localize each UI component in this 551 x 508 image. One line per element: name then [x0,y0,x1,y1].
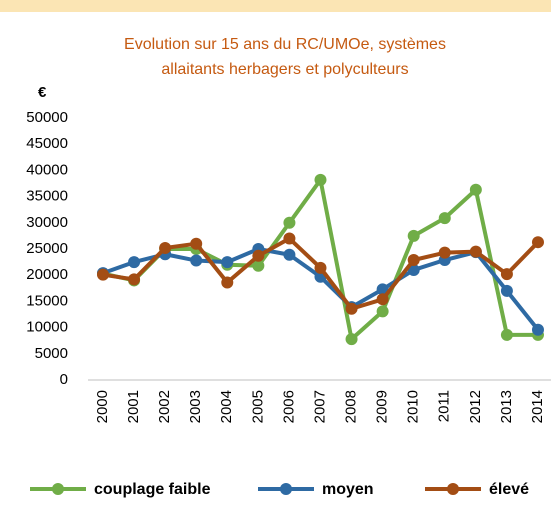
x-tick-label: 2008 [343,390,360,423]
x-tick-label: 2001 [125,390,142,423]
x-tick-label: 2007 [311,390,328,423]
point [500,328,513,341]
x-tick-label: 2009 [374,390,391,423]
x-tick-label: 2003 [187,390,204,423]
y-tick-label: 0 [60,371,68,388]
x-tick-label: 2014 [529,390,546,423]
y-tick-label: 15000 [26,292,68,309]
y-tick-label: 10000 [26,319,68,336]
y-tick-label: 20000 [26,266,68,283]
point [190,254,203,267]
x-tick-label: 2013 [498,390,515,423]
x-tick-label: 2011 [436,390,453,422]
point [438,246,451,259]
point [407,229,420,242]
point [283,248,296,261]
point [97,268,109,281]
point [345,333,358,346]
legend-label: élevé [489,481,529,498]
point [128,256,141,269]
point [438,212,451,225]
point [283,232,296,245]
point [345,302,358,315]
point [314,173,327,186]
legend-marker [447,483,459,495]
y-tick-label: 50000 [26,109,68,126]
point [531,236,544,249]
point [221,256,234,269]
point [190,237,203,250]
point [221,276,234,289]
point [128,273,141,286]
point [376,293,389,306]
top-strip [0,0,551,12]
series-line [102,177,538,342]
point [469,245,482,258]
point [407,254,420,267]
point [252,259,265,272]
point [500,284,513,297]
x-tick-label: 2002 [156,390,173,423]
x-tick-label: 2005 [249,390,266,423]
point [159,241,172,254]
chart-title: allaitants herbagers et polyculteurs [161,61,408,78]
x-tick-label: 2006 [280,390,297,423]
x-tick-label: 2012 [467,390,484,423]
point [283,216,296,229]
point [252,249,265,262]
x-tick-label: 2010 [405,390,422,423]
y-axis-label: € [38,84,47,101]
point [469,183,482,196]
point [500,268,513,281]
y-tick-label: 45000 [26,135,68,152]
point [531,323,544,336]
x-tick-label: 2004 [218,390,235,423]
chart-title: Evolution sur 15 ans du RC/UMOe, système… [124,36,446,53]
legend-label: moyen [322,481,374,498]
y-tick-label: 40000 [26,161,68,178]
y-tick-label: 30000 [26,214,68,231]
y-tick-label: 5000 [35,345,68,362]
y-tick-label: 35000 [26,188,68,205]
point [376,305,389,318]
legend-label: couplage faible [94,481,211,498]
legend-marker [280,483,292,495]
x-tick-label: 2000 [94,390,111,423]
series-line [102,247,540,331]
legend-marker [52,483,64,495]
y-tick-label: 25000 [26,240,68,257]
point [314,261,327,274]
